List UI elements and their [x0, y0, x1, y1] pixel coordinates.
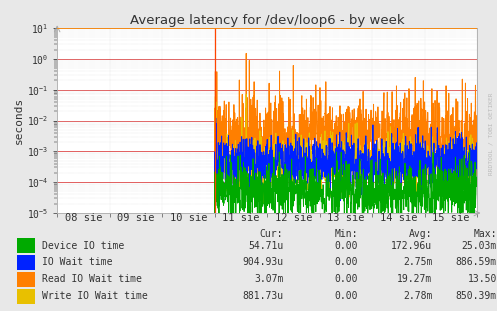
Text: 11 sie: 11 sie — [222, 213, 259, 223]
Text: 3.07m: 3.07m — [254, 274, 283, 284]
Text: 13.50: 13.50 — [468, 274, 497, 284]
Text: Avg:: Avg: — [409, 229, 432, 239]
Text: 14 sie: 14 sie — [380, 213, 417, 223]
Text: 12 sie: 12 sie — [275, 213, 312, 223]
Bar — [17, 272, 35, 287]
Text: Write IO Wait time: Write IO Wait time — [42, 291, 148, 301]
Text: Read IO Wait time: Read IO Wait time — [42, 274, 142, 284]
Title: Average latency for /dev/loop6 - by week: Average latency for /dev/loop6 - by week — [130, 14, 405, 27]
Text: 0.00: 0.00 — [334, 274, 358, 284]
Text: 172.96u: 172.96u — [391, 241, 432, 251]
Text: 09 sie: 09 sie — [117, 213, 155, 223]
Text: 904.93u: 904.93u — [242, 258, 283, 267]
Text: 2.75m: 2.75m — [403, 258, 432, 267]
Bar — [17, 255, 35, 270]
Bar — [17, 238, 35, 253]
Text: Max:: Max: — [474, 229, 497, 239]
Text: Device IO time: Device IO time — [42, 241, 124, 251]
Text: 54.71u: 54.71u — [248, 241, 283, 251]
Bar — [17, 289, 35, 304]
Text: 13 sie: 13 sie — [327, 213, 365, 223]
Y-axis label: seconds: seconds — [14, 97, 24, 144]
Text: 19.27m: 19.27m — [397, 274, 432, 284]
Text: 2.78m: 2.78m — [403, 291, 432, 301]
Text: RRDTOOL / TOBI OETIKER: RRDTOOL / TOBI OETIKER — [489, 92, 494, 175]
Text: 881.73u: 881.73u — [242, 291, 283, 301]
Text: 15 sie: 15 sie — [432, 213, 470, 223]
Text: 886.59m: 886.59m — [456, 258, 497, 267]
Text: IO Wait time: IO Wait time — [42, 258, 113, 267]
Text: Cur:: Cur: — [260, 229, 283, 239]
Text: 0.00: 0.00 — [334, 291, 358, 301]
Text: 850.39m: 850.39m — [456, 291, 497, 301]
Text: 08 sie: 08 sie — [65, 213, 102, 223]
Text: 10 sie: 10 sie — [169, 213, 207, 223]
Text: 25.03m: 25.03m — [462, 241, 497, 251]
Text: 0.00: 0.00 — [334, 241, 358, 251]
Text: Min:: Min: — [334, 229, 358, 239]
Text: 0.00: 0.00 — [334, 258, 358, 267]
